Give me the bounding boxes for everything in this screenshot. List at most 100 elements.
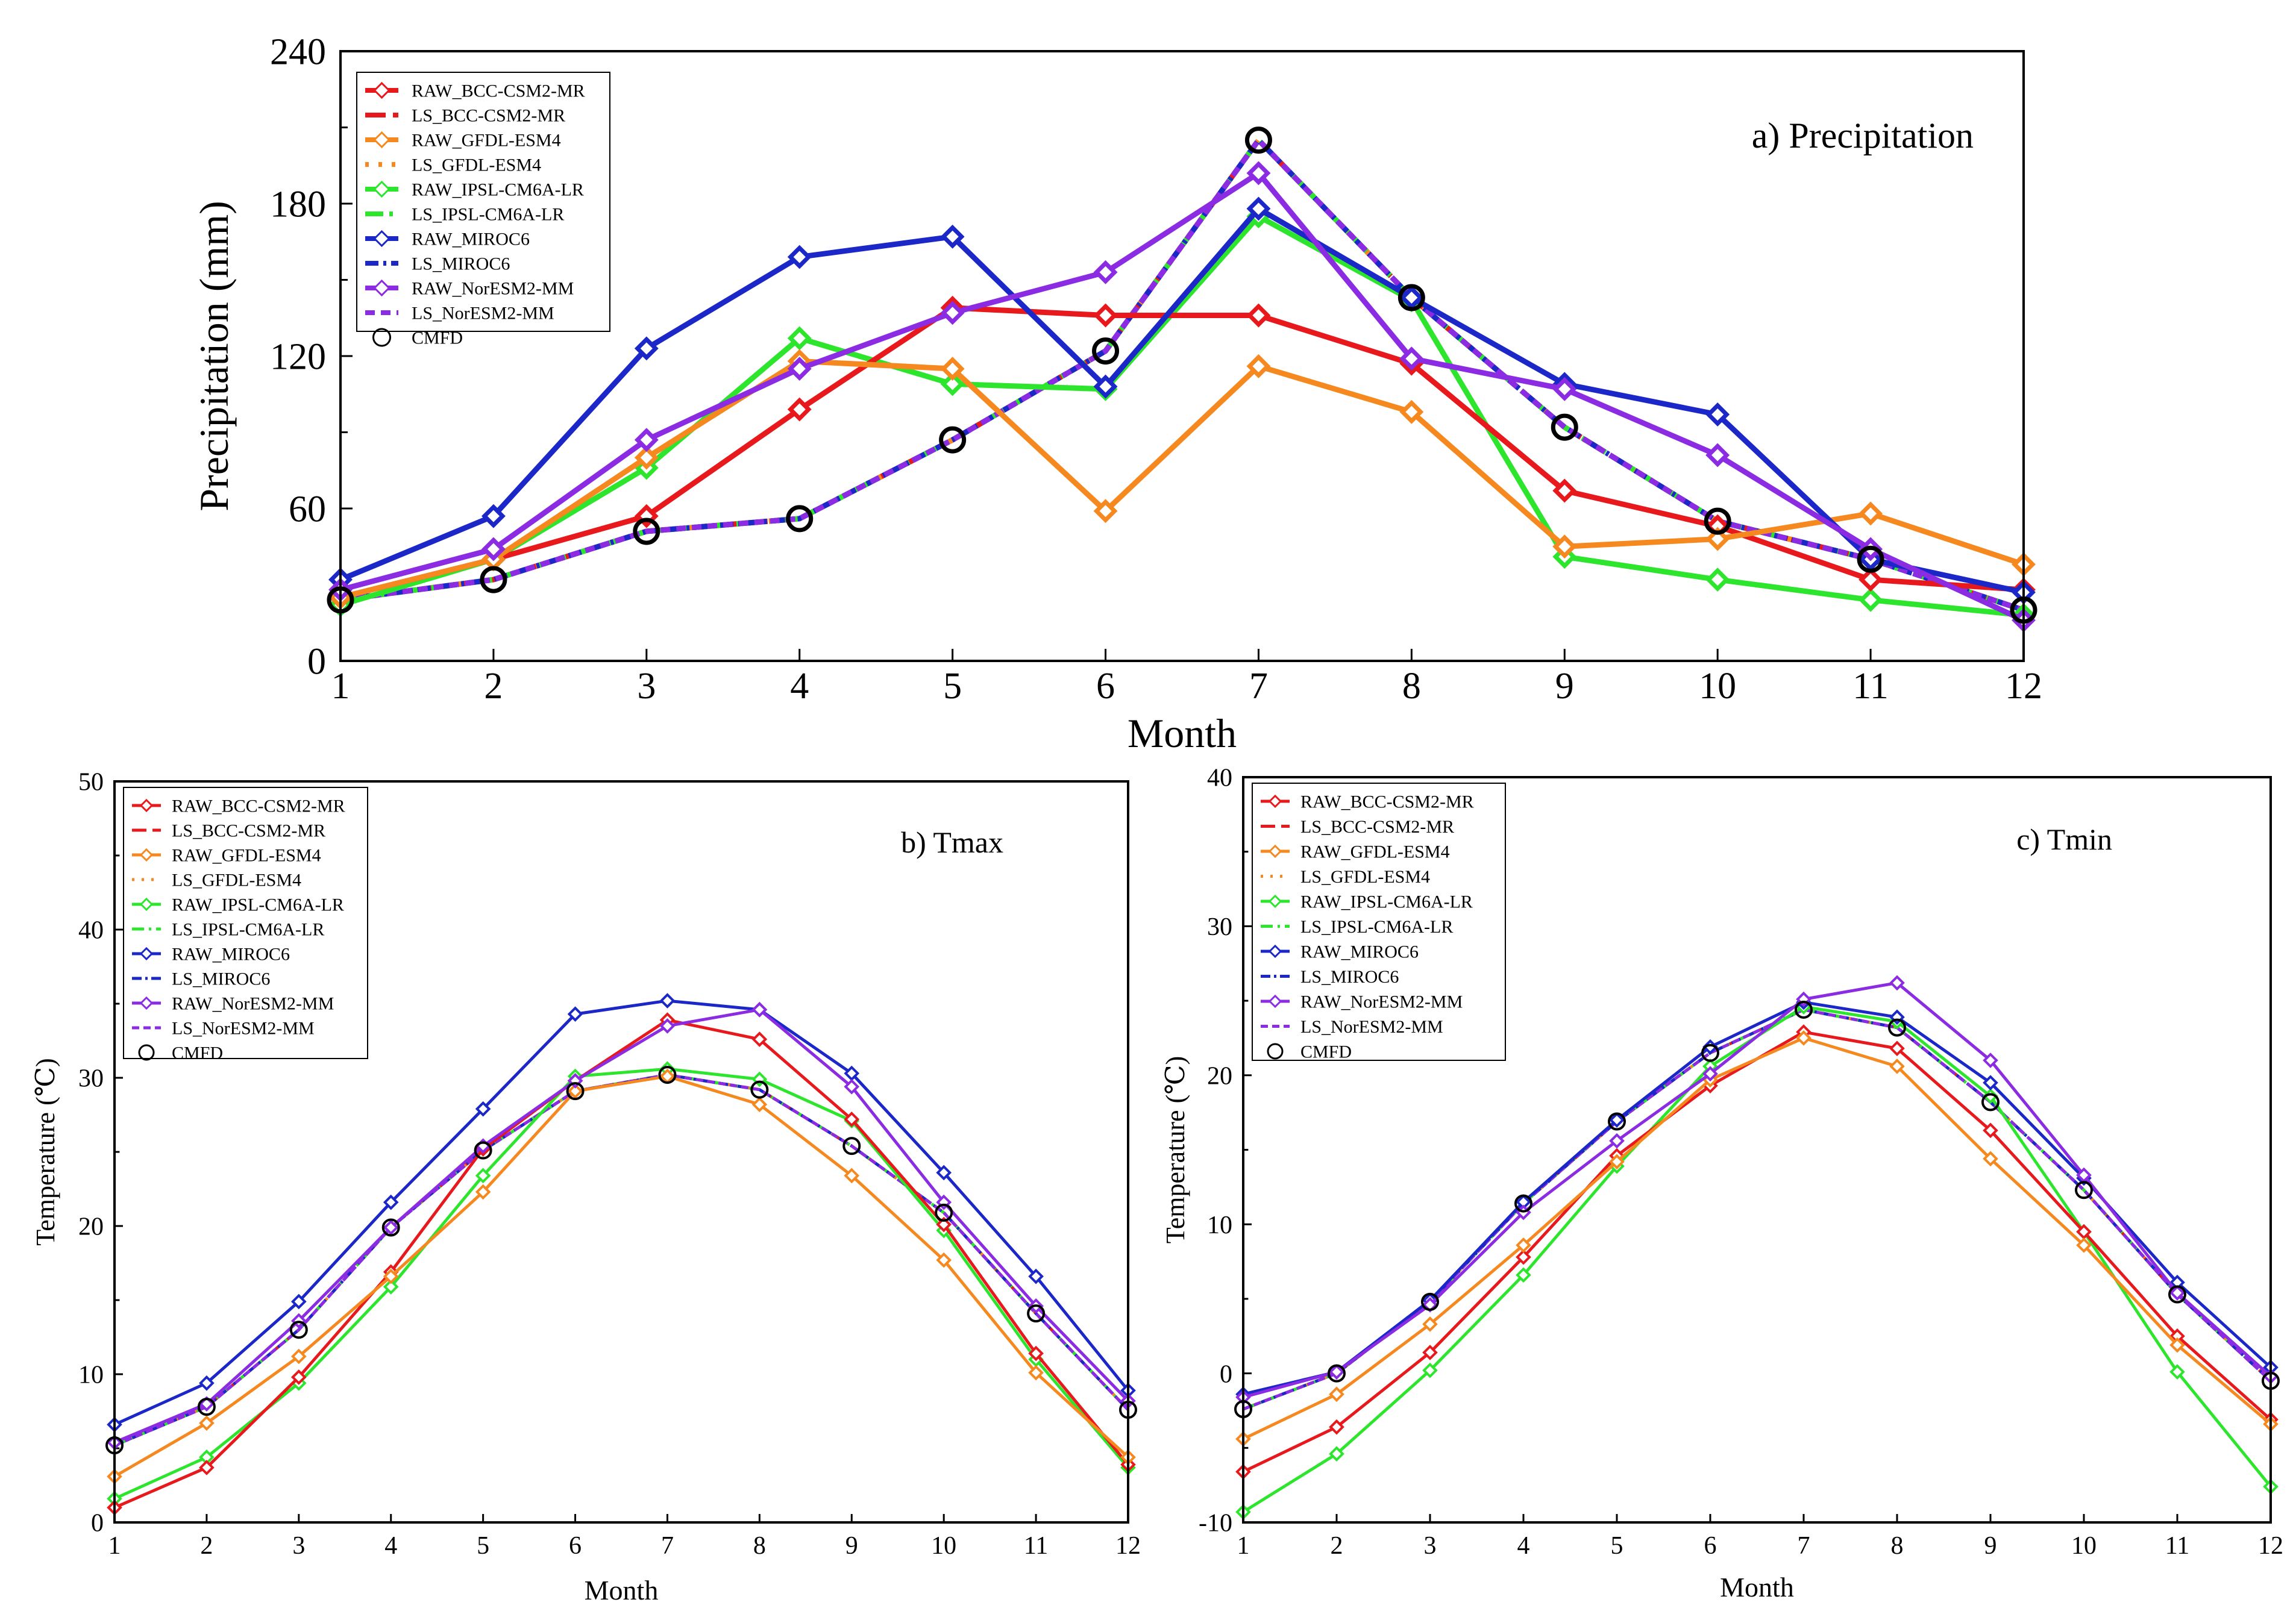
tmin-point-raw-noresm (1702, 1066, 1718, 1082)
precip-point-raw-noresm (1246, 161, 1271, 186)
tmax-point-raw-gfdl (383, 1268, 399, 1284)
precip-point-raw-miroc (940, 224, 965, 249)
precip-series-raw-noresm (339, 170, 2025, 623)
tmax-xtick-label: 12 (1115, 1532, 1141, 1560)
precip-legend-label: RAW_GFDL-ESM4 (412, 131, 561, 151)
tmin-x-axis-label: Month (1720, 1572, 1794, 1603)
tmin-point-raw-noresm (1329, 1364, 1344, 1380)
tmax-legend-marker-noresm (139, 996, 154, 1010)
tmax-point-cmfd (1027, 1304, 1046, 1323)
tmin-xtick-label: 2 (1331, 1532, 1343, 1560)
precip-series-raw-miroc (339, 205, 2024, 595)
precip-legend-swatch-cmfd (372, 328, 391, 347)
tmax-legend-label: LS_MIROC6 (172, 969, 270, 989)
tmax-point-raw-gfdl (567, 1083, 583, 1099)
precip-xtick-label: 7 (1249, 666, 1268, 707)
tmax-legend-label: LS_NorESM2-MM (172, 1019, 315, 1039)
tmin-series-raw-bcc (1242, 1030, 2272, 1474)
tmax-legend-label: RAW_IPSL-CM6A-LR (172, 895, 344, 915)
tmin-point-cmfd (1888, 1018, 1906, 1037)
tmin-point-cmfd (1514, 1194, 1532, 1213)
precip-ytick-label: 60 (289, 489, 326, 530)
precip-xtick-label: 12 (2005, 666, 2042, 707)
tmin-xtick-label: 11 (2165, 1532, 2189, 1560)
tmin-series-raw-miroc (1243, 1001, 2272, 1396)
precip-point-raw-gfdl (1858, 501, 1883, 526)
precip-point-raw-miroc (787, 245, 812, 269)
tmax-point-raw-miroc (383, 1194, 399, 1210)
precip-ytick-label: 240 (270, 32, 326, 73)
precip-point-cmfd (1092, 337, 1120, 365)
tmin-legend: RAW_BCC-CSM2-MR LS_BCC-CSM2-MR RAW_GFDL-ES… (1252, 783, 1506, 1062)
tmax-ytick-label: 0 (91, 1510, 104, 1537)
tmax-legend-marker-ipsl (139, 897, 154, 912)
tmin-point-cmfd (2075, 1181, 2093, 1199)
tmax-legend-label: LS_IPSL-CM6A-LR (172, 920, 324, 940)
tmin-point-raw-gfdl (2076, 1237, 2092, 1253)
precip-legend-label: RAW_BCC-CSM2-MR (412, 81, 585, 101)
tmax-point-raw-miroc (659, 993, 676, 1009)
tmax-legend-label: RAW_GFDL-ESM4 (172, 846, 321, 866)
tmax-series-raw-miroc (113, 999, 1129, 1426)
precip-xtick-label: 6 (1096, 666, 1115, 707)
tmax-point-cmfd (658, 1066, 677, 1084)
precip-legend-label: RAW_MIROC6 (412, 230, 530, 249)
tmin-xtick-label: 3 (1424, 1532, 1437, 1560)
tmax-point-raw-miroc (1028, 1268, 1044, 1284)
precip-point-raw-noresm (634, 428, 659, 452)
tmin-point-raw-bcc (1889, 1040, 1905, 1057)
precip-point-raw-noresm (940, 301, 965, 325)
tmin-legend-label: RAW_GFDL-ESM4 (1300, 842, 1450, 862)
precip-point-raw-gfdl (940, 357, 965, 381)
precip-point-raw-miroc (1399, 286, 1424, 310)
precip-point-raw-ipsl (940, 372, 965, 396)
tmin-legend-label: LS_IPSL-CM6A-LR (1300, 917, 1453, 937)
tmin-ytick-label: 20 (1207, 1063, 1232, 1090)
tmax-xtick-label: 6 (569, 1532, 582, 1560)
tmax-xtick-label: 3 (292, 1532, 305, 1560)
precip-point-raw-bcc (1246, 303, 1271, 328)
precip-xtick-label: 11 (1852, 666, 1889, 707)
tmin-legend-marker-ipsl (1268, 894, 1282, 909)
tmax-point-raw-bcc (936, 1216, 952, 1233)
precip-point-cmfd (1244, 127, 1272, 154)
precip-legend-marker-miroc (373, 230, 391, 248)
precip-xtick-label: 8 (1402, 666, 1421, 707)
tmax-ytick-label: 50 (78, 769, 104, 796)
tmax-point-raw-bcc (199, 1460, 215, 1475)
tmin-point-raw-gfdl (1609, 1154, 1625, 1170)
tmax-point-raw-miroc (567, 1006, 583, 1022)
precip-legend-label: LS_GFDL-ESM4 (412, 155, 541, 175)
precip-plot-frame (339, 50, 2025, 662)
tmax-point-raw-bcc (1028, 1345, 1044, 1362)
tmax-point-cmfd (474, 1141, 492, 1160)
precip-point-raw-miroc (1246, 196, 1271, 221)
tmax-point-cmfd (842, 1137, 861, 1156)
precip-point-raw-bcc (1093, 303, 1118, 328)
precip-point-raw-miroc (1093, 374, 1118, 399)
tmin-xtick-label: 8 (1891, 1532, 1904, 1560)
precip-point-raw-ipsl (1858, 587, 1883, 612)
tmax-xtick-label: 2 (200, 1532, 213, 1560)
precip-xtick-label: 9 (1555, 666, 1574, 707)
tmin-point-raw-noresm (1609, 1133, 1625, 1149)
tmin-point-raw-gfdl (1796, 1030, 1811, 1046)
precip-xtick-label: 4 (790, 666, 809, 707)
tmin-point-cmfd (1981, 1093, 2000, 1112)
tmin-point-raw-gfdl (1516, 1237, 1531, 1253)
tmax-xtick-label: 8 (753, 1532, 766, 1560)
tmax-xtick-label: 10 (931, 1532, 956, 1560)
tmin-point-raw-miroc (1609, 1112, 1625, 1128)
tmin-point-raw-bcc (1329, 1419, 1344, 1435)
tmax-y-axis-label: Temperature (℃) (31, 1058, 60, 1245)
precip-series-raw-ipsl (339, 213, 2024, 618)
tmin-legend-label: RAW_MIROC6 (1300, 942, 1419, 962)
tmin-point-raw-bcc (1983, 1122, 1998, 1139)
tmin-legend-marker-noresm (1268, 994, 1282, 1009)
tmax-xtick-label: 7 (661, 1532, 674, 1560)
precip-legend-label: CMFD (412, 328, 463, 348)
precip-legend-box (356, 72, 610, 332)
tmax-legend-label: RAW_MIROC6 (172, 945, 290, 965)
tmin-xtick-label: 4 (1517, 1532, 1530, 1560)
